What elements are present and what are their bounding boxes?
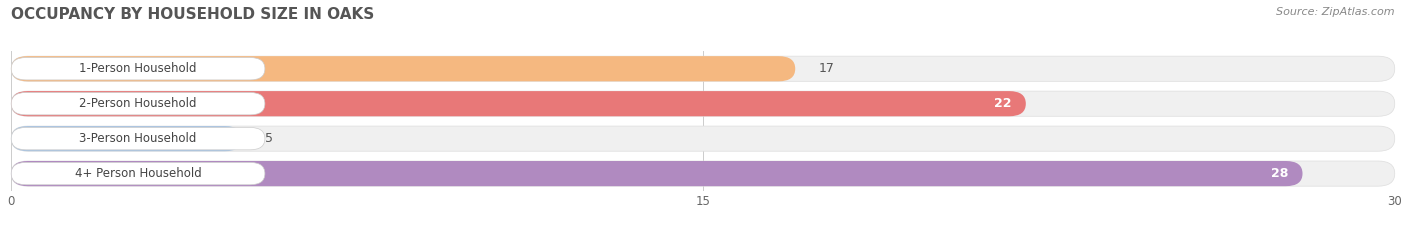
Text: 22: 22: [994, 97, 1012, 110]
Text: 28: 28: [1271, 167, 1289, 180]
FancyBboxPatch shape: [11, 91, 1026, 116]
FancyBboxPatch shape: [11, 91, 1395, 116]
Text: 1-Person Household: 1-Person Household: [79, 62, 197, 75]
FancyBboxPatch shape: [11, 93, 264, 115]
Text: 5: 5: [264, 132, 273, 145]
Text: OCCUPANCY BY HOUSEHOLD SIZE IN OAKS: OCCUPANCY BY HOUSEHOLD SIZE IN OAKS: [11, 7, 374, 22]
Text: 3-Person Household: 3-Person Household: [79, 132, 197, 145]
FancyBboxPatch shape: [11, 126, 242, 151]
Text: 4+ Person Household: 4+ Person Household: [75, 167, 201, 180]
FancyBboxPatch shape: [11, 126, 1395, 151]
Text: Source: ZipAtlas.com: Source: ZipAtlas.com: [1277, 7, 1395, 17]
FancyBboxPatch shape: [11, 161, 1395, 186]
FancyBboxPatch shape: [11, 58, 264, 80]
FancyBboxPatch shape: [11, 162, 264, 185]
Text: 2-Person Household: 2-Person Household: [79, 97, 197, 110]
FancyBboxPatch shape: [11, 56, 796, 81]
Text: 17: 17: [818, 62, 834, 75]
FancyBboxPatch shape: [11, 127, 264, 150]
FancyBboxPatch shape: [11, 56, 1395, 81]
FancyBboxPatch shape: [11, 161, 1302, 186]
